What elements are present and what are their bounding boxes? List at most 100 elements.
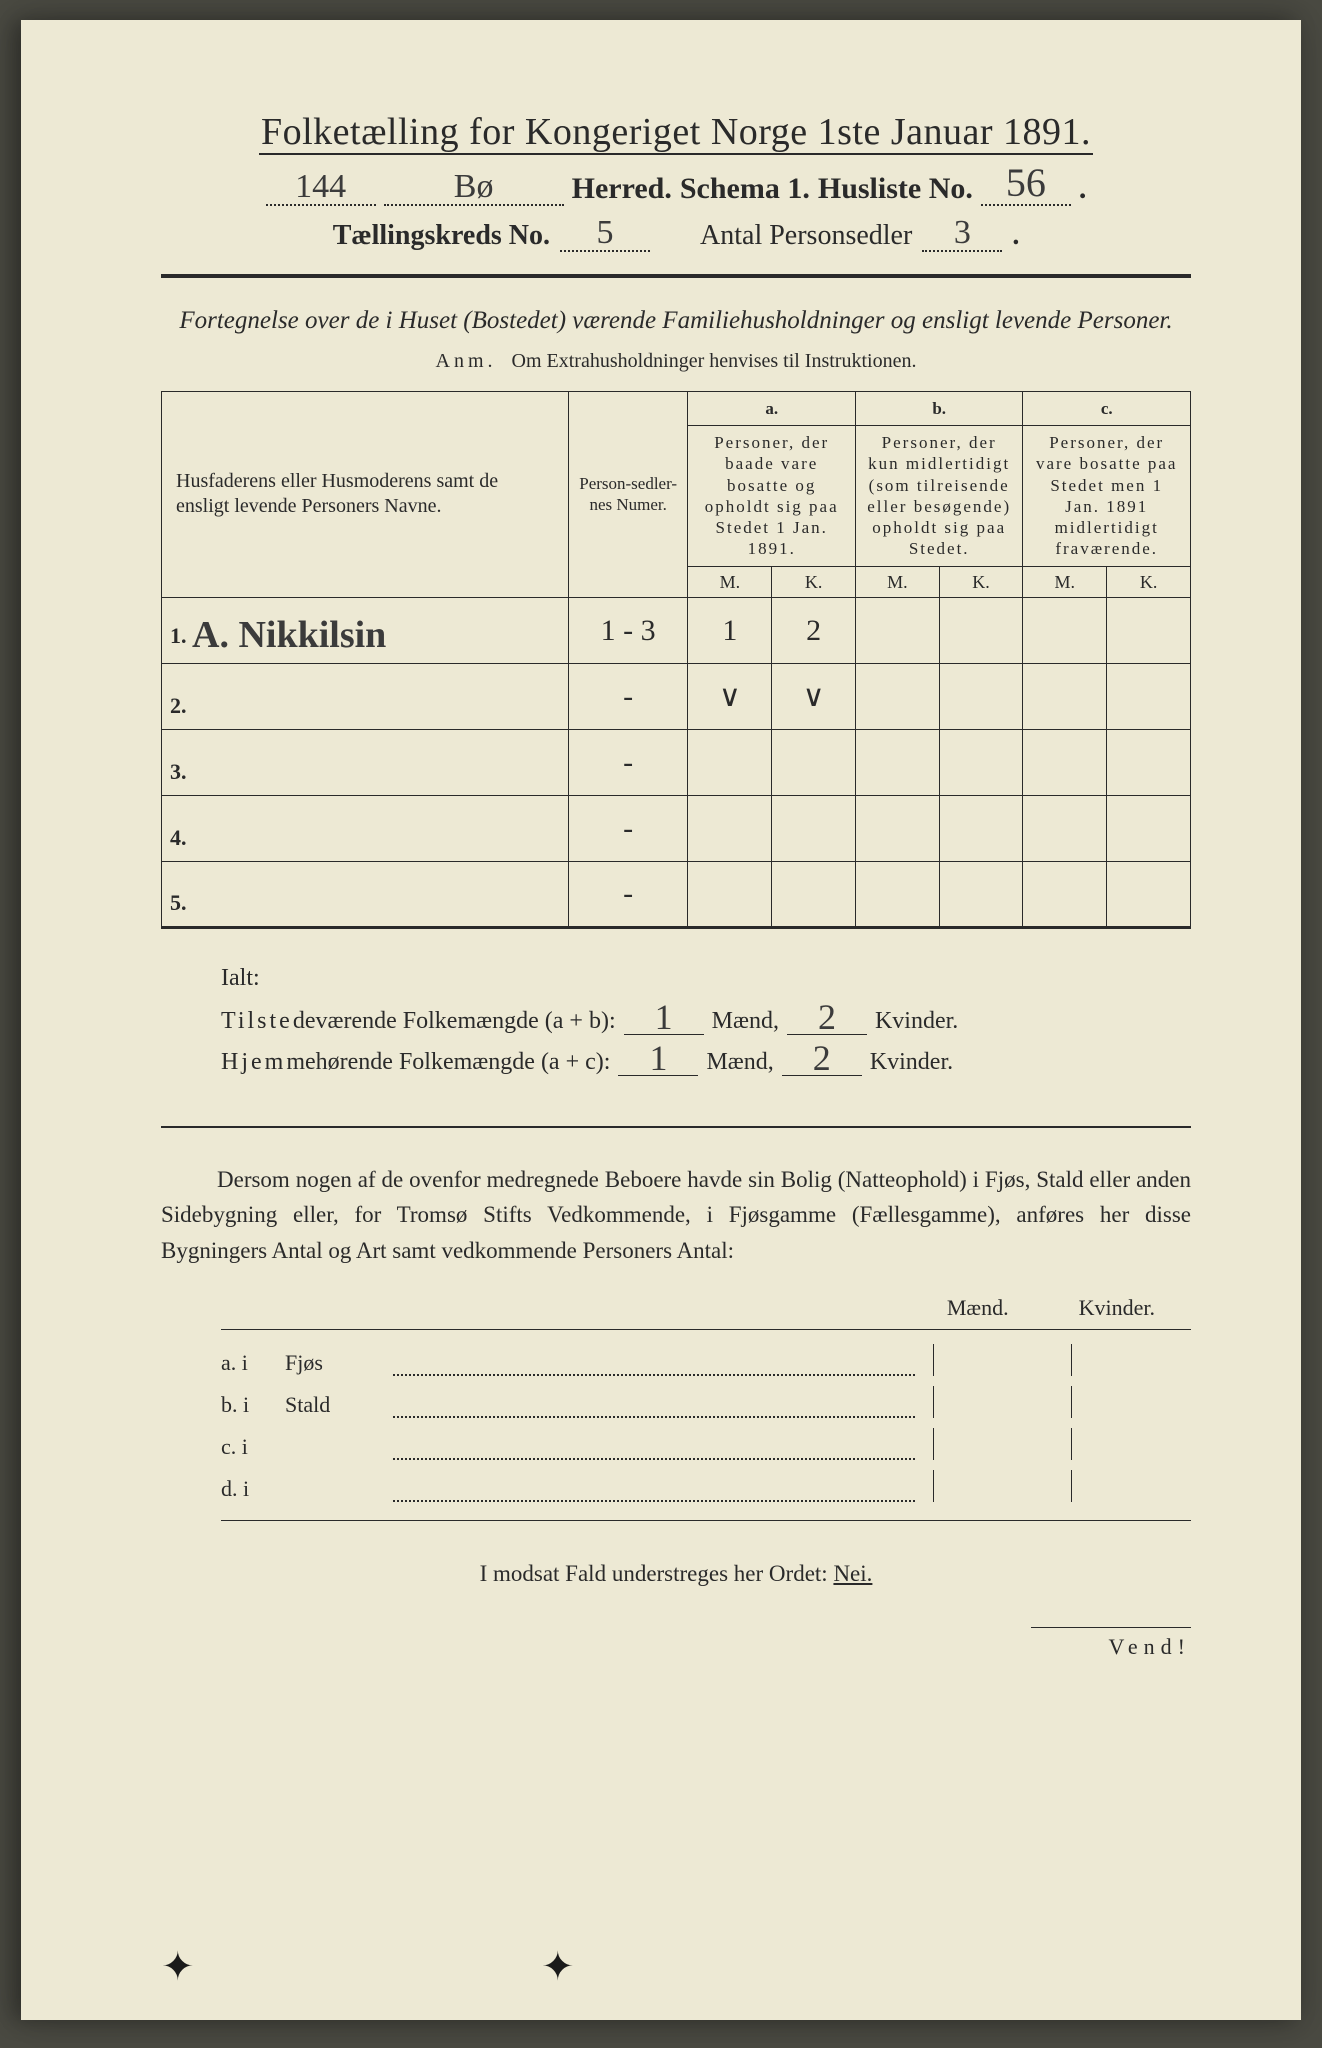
value-antal: 3 bbox=[954, 214, 971, 252]
slot-r2-k: 2 bbox=[782, 1047, 862, 1076]
th-a: Personer, der baade vare bosatte og opho… bbox=[688, 426, 855, 567]
bldg-k-cell bbox=[1071, 1344, 1191, 1376]
cell-b-m bbox=[855, 796, 939, 862]
th-a-m: M. bbox=[688, 566, 772, 598]
cell-c-k bbox=[1107, 796, 1191, 862]
cell-a-m bbox=[688, 796, 772, 862]
cell-name: A. Nikkilsin bbox=[192, 613, 386, 657]
dot-leader bbox=[393, 1354, 915, 1376]
field-kreds: 5 bbox=[560, 221, 650, 252]
slot-r1-k: 2 bbox=[787, 1006, 867, 1035]
totals-block: Ialt: Tilstedeværende Folkemængde (a + b… bbox=[161, 965, 1191, 1076]
building-row: b. i Stald bbox=[221, 1386, 1191, 1418]
cell-c-k bbox=[1107, 862, 1191, 928]
cell-rownum: 2. bbox=[162, 664, 569, 730]
cell-a-m bbox=[688, 862, 772, 928]
building-rows: a. i Fjøs b. i Stald c. i d. i bbox=[221, 1344, 1191, 1521]
cell-a-m: ∨ bbox=[688, 664, 772, 730]
table-row: 2. - ∨ ∨ bbox=[162, 664, 1191, 730]
cell-a-k: 2 bbox=[772, 598, 856, 664]
cell-c-m bbox=[1023, 862, 1107, 928]
th-b-k: K. bbox=[939, 566, 1023, 598]
table-body: 1. A. Nikkilsin 1 - 3 1 2 2. - ∨ ∨ 3. - … bbox=[162, 598, 1191, 928]
cell-a-m: 1 bbox=[688, 598, 772, 664]
cell-b-m bbox=[855, 862, 939, 928]
bldg-label: c. i bbox=[221, 1434, 267, 1460]
value-prefix: 144 bbox=[295, 168, 346, 206]
mk-header: Mænd. Kvinder. bbox=[221, 1295, 1191, 1330]
binding-mark-icon: ✦ bbox=[161, 1943, 195, 1990]
bldg-k-cell bbox=[1071, 1386, 1191, 1418]
cell-c-k bbox=[1107, 598, 1191, 664]
th-name: Husfaderens eller Husmoderens samt de en… bbox=[162, 391, 569, 597]
th-c-m: M. bbox=[1023, 566, 1107, 598]
header-line-3: Tællingskreds No. 5 Antal Personsedler 3… bbox=[161, 220, 1191, 252]
table-row: 5. - bbox=[162, 862, 1191, 928]
slot-r1-m: 1 bbox=[624, 1006, 704, 1035]
ialt-label: Ialt: bbox=[221, 965, 1191, 992]
cell-a-k bbox=[772, 730, 856, 796]
th-b-m: M. bbox=[855, 566, 939, 598]
bldg-label: a. i bbox=[221, 1350, 267, 1376]
census-form-page: Folketælling for Kongeriget Norge 1ste J… bbox=[21, 20, 1301, 2020]
cell-c-k bbox=[1107, 664, 1191, 730]
cell-b-k bbox=[939, 598, 1023, 664]
cell-b-m bbox=[855, 598, 939, 664]
cell-b-m bbox=[855, 664, 939, 730]
anm-text: Om Extrahusholdninger henvises til Instr… bbox=[512, 350, 917, 372]
totals-row-resident: Hjemmehørende Folkemængde (a + c): 1 Mæn… bbox=[221, 1047, 1191, 1076]
th-c-tag: c. bbox=[1023, 391, 1191, 425]
label-antal: Antal Personsedler bbox=[700, 220, 912, 252]
cell-a-m bbox=[688, 730, 772, 796]
cell-a-k: ∨ bbox=[772, 664, 856, 730]
dot-leader bbox=[393, 1480, 915, 1502]
label-schema: Schema 1. bbox=[680, 172, 810, 206]
label-husliste: Husliste No. bbox=[818, 172, 973, 206]
nei-word: Nei. bbox=[833, 1561, 872, 1586]
slot-r2-m: 1 bbox=[618, 1047, 698, 1076]
field-antal: 3 bbox=[922, 221, 1002, 252]
label-kreds: Tællingskreds No. bbox=[333, 220, 550, 252]
cell-c-m bbox=[1023, 664, 1107, 730]
cell-b-k bbox=[939, 730, 1023, 796]
cell-a-k bbox=[772, 796, 856, 862]
bldg-m-cell bbox=[933, 1428, 1053, 1460]
bldg-label: d. i bbox=[221, 1476, 267, 1502]
th-c: Personer, der vare bosatte paa Stedet me… bbox=[1023, 426, 1191, 567]
cell-numer: - bbox=[568, 730, 688, 796]
rule-top bbox=[161, 274, 1191, 278]
cell-rownum: 4. bbox=[162, 796, 569, 862]
field-husliste: 56 bbox=[981, 173, 1071, 206]
dot-leader bbox=[393, 1438, 915, 1460]
cell-c-m bbox=[1023, 598, 1107, 664]
cell-b-m bbox=[855, 730, 939, 796]
value-husliste: 56 bbox=[1006, 159, 1046, 206]
cell-b-k bbox=[939, 664, 1023, 730]
bldg-m-cell bbox=[933, 1470, 1053, 1502]
bldg-k-cell bbox=[1071, 1428, 1191, 1460]
cell-numer: - bbox=[568, 664, 688, 730]
totals-row-present: Tilstedeværende Folkemængde (a + b): 1 M… bbox=[221, 1006, 1191, 1035]
building-row: d. i bbox=[221, 1470, 1191, 1502]
bldg-label: b. i bbox=[221, 1392, 267, 1418]
th-b-tag: b. bbox=[855, 391, 1022, 425]
bldg-k-cell bbox=[1071, 1470, 1191, 1502]
th-c-k: K. bbox=[1107, 566, 1191, 598]
cell-numer: 1 - 3 bbox=[568, 598, 688, 664]
cell-b-k bbox=[939, 862, 1023, 928]
mk-k: Kvinder. bbox=[1079, 1295, 1155, 1321]
building-row: a. i Fjøs bbox=[221, 1344, 1191, 1376]
anm-label: Anm. bbox=[436, 350, 497, 372]
cell-c-m bbox=[1023, 730, 1107, 796]
table-row: 4. - bbox=[162, 796, 1191, 862]
cell-rownum: 1. A. Nikkilsin bbox=[162, 598, 569, 664]
binding-mark-icon: ✦ bbox=[541, 1943, 575, 1990]
header-line-2: 144 Bø Herred. Schema 1. Husliste No. 56… bbox=[161, 172, 1191, 206]
field-herred-name: Bø bbox=[384, 173, 564, 206]
dot-leader bbox=[393, 1396, 915, 1418]
mk-m: Mænd. bbox=[947, 1295, 1009, 1321]
cell-numer: - bbox=[568, 862, 688, 928]
title-text: Folketælling for Kongeriget Norge 1ste J… bbox=[259, 111, 1093, 155]
cell-rownum: 3. bbox=[162, 730, 569, 796]
bldg-m-cell bbox=[933, 1386, 1053, 1418]
